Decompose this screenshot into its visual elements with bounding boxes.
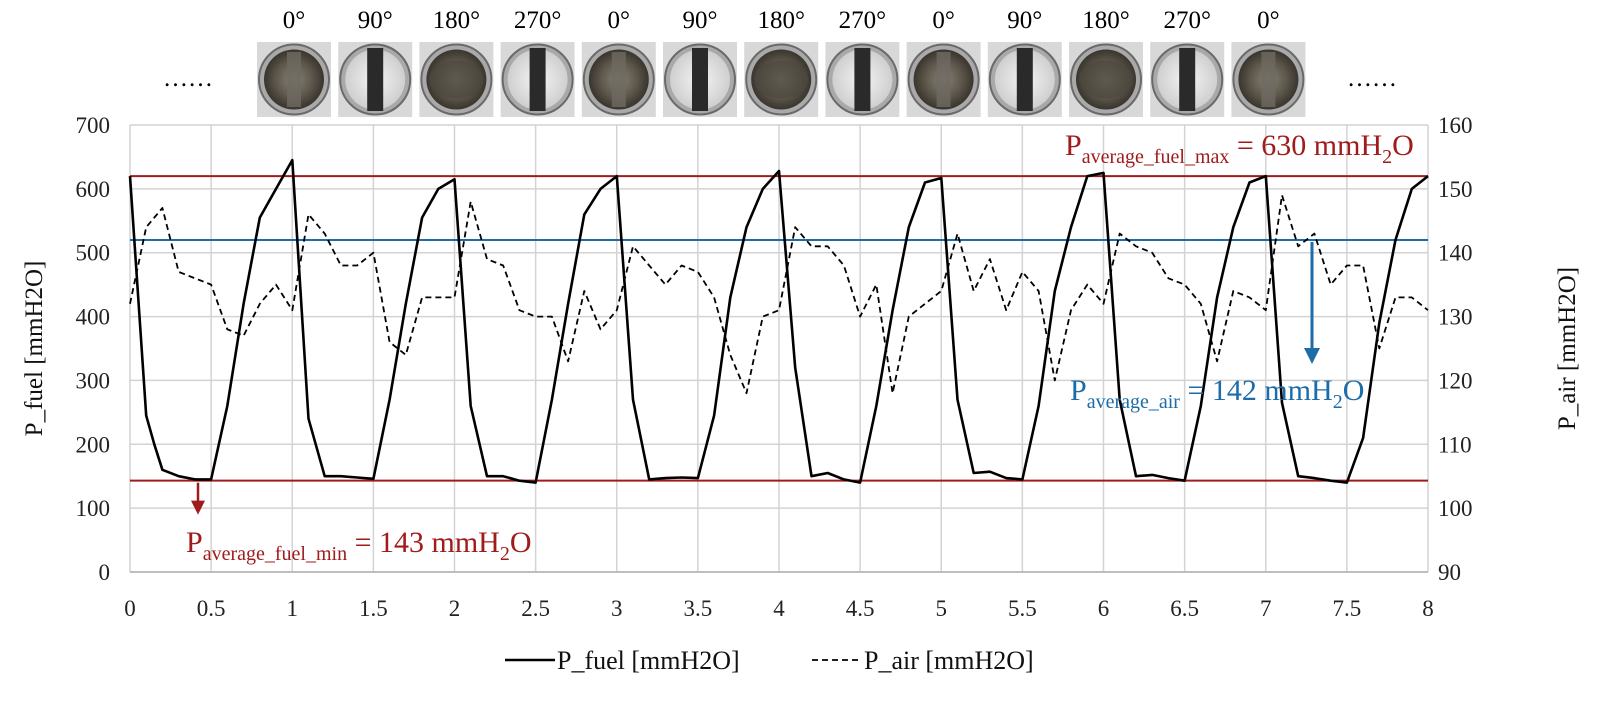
y-left-tick-label: 100 xyxy=(76,496,111,521)
vane-blade xyxy=(692,48,708,111)
vane-blade xyxy=(529,48,546,111)
photo-angle-label: 180° xyxy=(433,7,481,34)
x-tick-label: 8 xyxy=(1422,596,1434,621)
photo-angle-label: 0° xyxy=(932,7,955,34)
vane-edge-on xyxy=(936,52,951,107)
vane-edge-on xyxy=(611,52,626,107)
series-line-p-fuel xyxy=(128,158,1429,484)
x-tick-label: 4.5 xyxy=(846,596,875,621)
ellipsis-left: …… xyxy=(163,65,213,92)
x-tick-label: 6 xyxy=(1098,596,1110,621)
photo-angle-label: 270° xyxy=(1163,7,1211,34)
annotation-fuel-max: Paverage_fuel_max = 630 mmH2O xyxy=(1065,129,1414,168)
x-tick-label: 3.5 xyxy=(684,596,713,621)
photo-angle-label: 270° xyxy=(514,7,562,34)
y-right-tick-label: 150 xyxy=(1438,177,1473,202)
y-left-tick-label: 200 xyxy=(76,432,111,457)
y-right-tick-label: 90 xyxy=(1438,560,1461,585)
y-right-tick-label: 130 xyxy=(1438,305,1473,330)
legend-label-p-fuel: P_fuel [mmH2O] xyxy=(557,646,740,675)
annotation-air: Paverage_air = 142 mmH2O xyxy=(1070,374,1364,413)
vane-flat xyxy=(429,60,484,99)
vane-flat xyxy=(1079,60,1133,99)
vane-blade xyxy=(1179,48,1196,111)
photo-angle-label: 270° xyxy=(839,7,887,34)
photo-angle-label: 90° xyxy=(358,7,393,34)
series-line-p-air xyxy=(129,194,1429,395)
photo-angle-label: 0° xyxy=(608,7,631,34)
series-lines xyxy=(128,158,1429,484)
x-tick-label: 5.5 xyxy=(1008,596,1037,621)
ellipsis-right: …… xyxy=(1347,65,1397,92)
annotations: Paverage_fuel_max = 630 mmH2O Paverage_fu… xyxy=(186,129,1414,565)
x-tick-label: 7.5 xyxy=(1333,596,1362,621)
y-axis-right-title: P_air [mmH2O] xyxy=(1554,267,1581,430)
vane-edge-on xyxy=(1261,52,1276,107)
photo-angle-label: 180° xyxy=(757,7,805,34)
axis-titles: P_fuel [mmH2O] P_air [mmH2O] xyxy=(21,261,1581,437)
x-tick-label: 0 xyxy=(124,596,136,621)
x-tick-label: 4 xyxy=(773,596,785,621)
x-tick-label: 0.5 xyxy=(197,596,226,621)
vane-blade xyxy=(1016,48,1033,111)
y-right-tick-label: 120 xyxy=(1438,368,1473,393)
y-axis-left-title: P_fuel [mmH2O] xyxy=(21,261,48,437)
y-left-tick-label: 400 xyxy=(76,305,111,330)
y-left-tick-label: 500 xyxy=(76,241,111,266)
legend-label-p-air: P_air [mmH2O] xyxy=(864,646,1034,675)
photo-angle-label: 0° xyxy=(283,7,306,34)
x-tick-label: 1.5 xyxy=(359,596,388,621)
photo-angle-label: 90° xyxy=(683,7,718,34)
photo-angle-label: 90° xyxy=(1007,7,1042,34)
x-tick-label: 3 xyxy=(611,596,623,621)
y-left-tick-label: 0 xyxy=(99,560,111,585)
vane-blade xyxy=(367,48,384,111)
y-left-tick-label: 300 xyxy=(76,368,111,393)
vane-flat xyxy=(754,60,809,99)
tick-labels: 0 0.5 1 1.5 2 2.5 3 3.5 4 4.5 5 5.5 6 6.5 7 7.5 8 0 100 200… xyxy=(76,113,1473,621)
y-left-tick-label: 600 xyxy=(76,177,111,202)
arrow-head-air xyxy=(1304,347,1320,364)
vane-edge-on xyxy=(287,52,301,107)
arrow-head-fuel-min xyxy=(191,500,205,515)
photo-angle-label: 0° xyxy=(1257,7,1280,34)
vane-blade xyxy=(854,48,871,111)
y-right-tick-label: 160 xyxy=(1438,113,1473,138)
photo-angle-label: 180° xyxy=(1082,7,1130,34)
photo-strip: 0° 90° 180° 270° 0° 90° 180° 270° 0° 90° 180° 270° 0… xyxy=(163,7,1397,117)
x-tick-label: 5 xyxy=(936,596,948,621)
y-right-tick-label: 100 xyxy=(1438,496,1473,521)
y-left-tick-label: 700 xyxy=(76,113,111,138)
y-right-tick-label: 110 xyxy=(1438,432,1472,457)
x-tick-label: 6.5 xyxy=(1170,596,1199,621)
y-right-tick-label: 140 xyxy=(1438,241,1473,266)
x-tick-label: 2 xyxy=(449,596,461,621)
x-tick-label: 7 xyxy=(1260,596,1272,621)
annotation-fuel-min: Paverage_fuel_min = 143 mmH2O xyxy=(186,526,532,565)
x-tick-label: 1 xyxy=(287,596,299,621)
grid xyxy=(129,124,1429,573)
x-tick-label: 2.5 xyxy=(521,596,550,621)
legend: P_fuel [mmH2O] P_air [mmH2O] xyxy=(505,646,1034,675)
